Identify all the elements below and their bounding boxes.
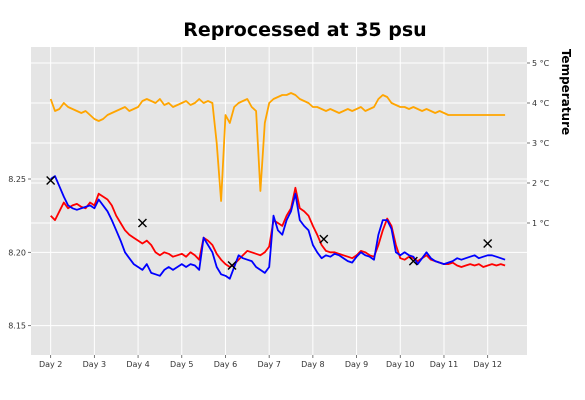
x-tick-label: Day 4: [126, 360, 149, 369]
grid-lines: [31, 47, 527, 355]
x-tick-label: Day 10: [386, 360, 415, 369]
series-group: [49, 92, 506, 280]
sample-marker: [227, 261, 237, 271]
sample-marker: [137, 218, 147, 228]
x-tick-label: Day 6: [214, 360, 237, 369]
series-line-1: [50, 186, 506, 268]
x-tick-label: Day 9: [345, 360, 368, 369]
right-axis: 1 °C 2 °C 3 °C 4 °C 5 °C: [527, 59, 550, 228]
sample-marker: [319, 234, 329, 244]
right-tick-label: 3 °C: [532, 139, 550, 148]
sample-marker: [408, 256, 418, 266]
sample-marker: [483, 239, 493, 249]
right-tick-label: 1 °C: [532, 219, 550, 228]
chart-title: Reprocessed at 35 psu: [183, 19, 426, 41]
series-line-2: [50, 175, 506, 280]
y-tick-label: 8.20: [8, 248, 26, 257]
right-axis-label: Temperature: [559, 49, 573, 135]
y-tick-label: 8.15: [8, 322, 26, 331]
x-tick-label: Day 5: [170, 360, 193, 369]
x-tick-label: Day 7: [257, 360, 280, 369]
sample-marker: [46, 175, 56, 185]
right-tick-label: 5 °C: [532, 59, 550, 68]
x-tick-label: Day 12: [473, 360, 502, 369]
y-tick-label: 8.25: [8, 175, 26, 184]
series-line-3: [49, 92, 506, 202]
right-tick-label: 4 °C: [532, 99, 550, 108]
x-tick-label: Day 2: [39, 360, 62, 369]
left-axis: 8.15 8.20 8.25: [8, 175, 31, 331]
x-tick-label: Day 3: [83, 360, 106, 369]
plot-area: [31, 47, 527, 355]
x-axis: Day 2 Day 3 Day 4 Day 5 Day 6 Day 7 Day 8 Day 9…: [39, 355, 502, 369]
x-tick-label: Day 11: [430, 360, 459, 369]
x-tick-label: Day 8: [301, 360, 324, 369]
right-tick-label: 2 °C: [532, 179, 550, 188]
marker-group: [46, 175, 493, 271]
